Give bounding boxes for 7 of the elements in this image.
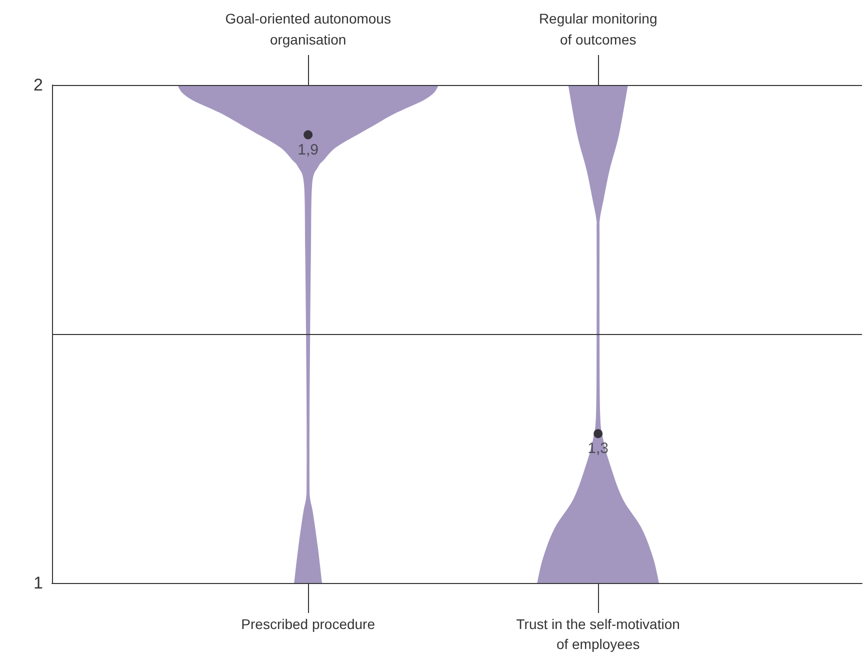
data-label: 1,9 bbox=[298, 141, 319, 158]
text: Goal-oriented autonomous organisation bbox=[225, 10, 391, 48]
x-tick-label: Prescribed procedure bbox=[241, 616, 376, 632]
y-tick-label: 2 bbox=[34, 76, 43, 94]
x-tick-label: Trust in the self-motivation of employees bbox=[516, 616, 680, 652]
y-tick-label: 1 bbox=[34, 574, 43, 592]
text: Regular monitoring of outcomes bbox=[538, 10, 658, 48]
